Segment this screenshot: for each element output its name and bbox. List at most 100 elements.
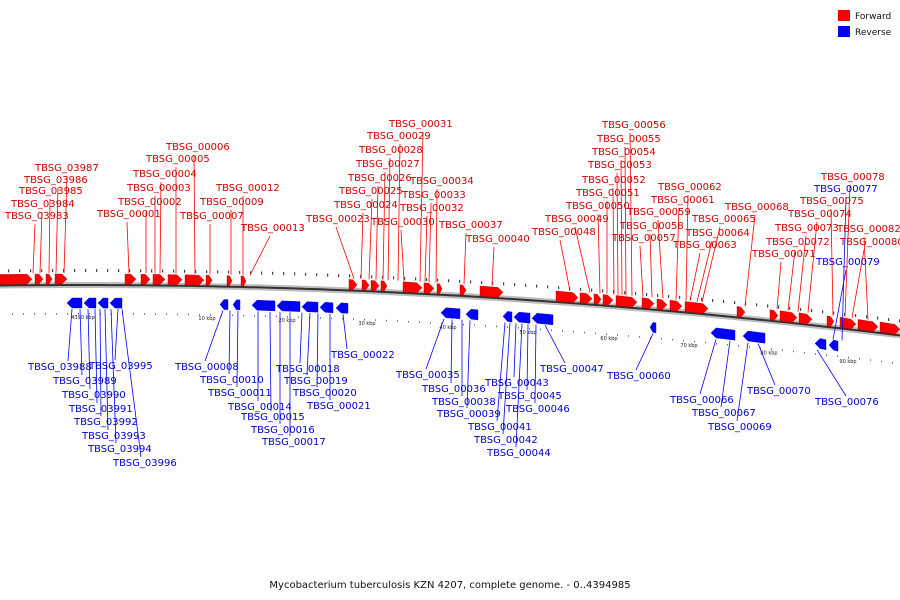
forward-gene-block[interactable] [380, 280, 388, 292]
forward-gene-block[interactable] [205, 274, 213, 286]
gene-label[interactable]: TBSG_00043 [484, 378, 549, 389]
reverse-gene-block[interactable] [97, 297, 109, 309]
gene-label[interactable]: TBSG_00079 [815, 257, 880, 268]
forward-gene-block[interactable] [479, 285, 504, 298]
gene-label[interactable]: TBSG_00070 [746, 386, 811, 397]
forward-gene-block[interactable] [879, 321, 900, 335]
gene-label[interactable]: TBSG_00050 [565, 201, 630, 212]
gene-label[interactable]: TBSG_00031 [388, 119, 453, 130]
reverse-gene-block[interactable] [513, 311, 531, 324]
gene-label[interactable]: TBSG_00047 [539, 364, 604, 375]
reverse-gene-block[interactable] [232, 299, 241, 311]
forward-gene-block[interactable] [656, 298, 668, 311]
gene-label[interactable]: TBSG_03983 [4, 211, 69, 222]
forward-gene-block[interactable] [167, 274, 183, 286]
forward-gene-block[interactable] [736, 306, 746, 318]
gene-label[interactable]: TBSG_00030 [370, 217, 435, 228]
gene-label[interactable]: TBSG_00021 [306, 401, 371, 412]
gene-label[interactable]: TBSG_00048 [531, 227, 596, 238]
gene-label[interactable]: TBSG_00018 [275, 364, 340, 375]
gene-label[interactable]: TBSG_00042 [473, 435, 538, 446]
gene-label[interactable]: TBSG_03990 [61, 390, 126, 401]
gene-label[interactable]: TBSG_00022 [330, 350, 395, 361]
gene-label[interactable]: TBSG_00016 [250, 425, 315, 436]
forward-gene-block[interactable] [402, 281, 423, 294]
gene-label[interactable]: TBSG_00071 [751, 249, 816, 260]
gene-label[interactable]: TBSG_00041 [467, 422, 532, 433]
gene-label[interactable]: TBSG_00014 [227, 402, 292, 413]
gene-label[interactable]: TBSG_00010 [199, 375, 264, 386]
gene-label[interactable]: TBSG_00045 [497, 391, 562, 402]
forward-gene-block[interactable] [684, 301, 709, 314]
reverse-gene-block[interactable] [276, 300, 301, 312]
gene-label[interactable]: TBSG_00077 [813, 184, 878, 195]
reverse-gene-block[interactable] [649, 322, 657, 334]
forward-gene-block[interactable] [459, 284, 467, 296]
gene-label[interactable]: TBSG_00066 [669, 395, 734, 406]
forward-gene-block[interactable] [826, 315, 835, 327]
gene-label[interactable]: TBSG_00067 [691, 408, 756, 419]
gene-label[interactable]: TBSG_00073 [774, 223, 839, 234]
gene-label[interactable]: TBSG_00065 [691, 214, 756, 225]
gene-label[interactable]: TBSG_00054 [591, 147, 656, 158]
forward-gene-block[interactable] [423, 282, 435, 294]
forward-gene-block[interactable] [436, 283, 443, 295]
forward-gene-block[interactable] [240, 275, 247, 287]
forward-gene-block[interactable] [602, 294, 614, 306]
gene-label[interactable]: TBSG_00060 [606, 371, 671, 382]
gene-label[interactable]: TBSG_03985 [18, 186, 83, 197]
reverse-gene-block[interactable] [109, 297, 123, 309]
forward-gene-block[interactable] [798, 312, 813, 325]
gene-label[interactable]: TBSG_00012 [215, 183, 280, 194]
reverse-gene-block[interactable] [219, 299, 229, 310]
gene-label[interactable]: TBSG_00028 [358, 145, 423, 156]
gene-label[interactable]: TBSG_00006 [165, 142, 230, 153]
gene-label[interactable]: TBSG_03994 [87, 444, 152, 455]
forward-gene-block[interactable] [593, 293, 602, 305]
gene-label[interactable]: TBSG_03988 [27, 362, 92, 373]
gene-label[interactable]: TBSG_00061 [650, 195, 715, 206]
reverse-gene-block[interactable] [502, 311, 513, 323]
gene-label[interactable]: TBSG_00049 [544, 214, 609, 225]
reverse-gene-block[interactable] [66, 297, 83, 309]
gene-label[interactable]: TBSG_00037 [438, 220, 503, 231]
gene-label[interactable]: TBSG_00044 [486, 448, 551, 459]
gene-label[interactable]: TBSG_00057 [611, 233, 676, 244]
forward-gene-block[interactable] [769, 309, 779, 321]
gene-label[interactable]: TBSG_00023 [305, 214, 370, 225]
forward-gene-block[interactable] [857, 319, 879, 333]
gene-label[interactable]: TBSG_00015 [240, 412, 305, 423]
gene-label[interactable]: TBSG_03995 [88, 361, 153, 372]
forward-gene-block[interactable] [669, 299, 683, 312]
gene-label[interactable]: TBSG_00017 [261, 437, 326, 448]
reverse-gene-block[interactable] [335, 302, 349, 314]
gene-label[interactable]: TBSG_00072 [765, 237, 830, 248]
gene-label[interactable]: TBSG_00039 [436, 409, 501, 420]
gene-label[interactable]: TBSG_03986 [23, 175, 88, 186]
gene-label[interactable]: TBSG_00027 [355, 159, 420, 170]
gene-label[interactable]: TBSG_00058 [619, 221, 684, 232]
forward-gene-block[interactable] [615, 295, 638, 308]
gene-label[interactable]: TBSG_00035 [395, 370, 460, 381]
forward-gene-block[interactable] [839, 317, 857, 330]
reverse-gene-block[interactable] [440, 307, 461, 320]
gene-label[interactable]: TBSG_00076 [814, 397, 879, 408]
forward-gene-block[interactable] [0, 273, 33, 285]
reverse-gene-block[interactable] [531, 313, 554, 326]
gene-label[interactable]: TBSG_00003 [126, 183, 191, 194]
gene-label[interactable]: TBSG_00051 [575, 188, 640, 199]
gene-label[interactable]: TBSG_00001 [96, 209, 161, 220]
forward-gene-block[interactable] [152, 274, 166, 285]
gene-label[interactable]: TBSG_00036 [421, 384, 486, 395]
forward-gene-block[interactable] [579, 292, 593, 304]
reverse-gene-block[interactable] [828, 339, 839, 352]
forward-gene-block[interactable] [361, 279, 370, 291]
gene-label[interactable]: TBSG_00007 [179, 211, 244, 222]
gene-label[interactable]: TBSG_00034 [409, 176, 474, 187]
gene-label[interactable]: TBSG_00053 [587, 160, 652, 171]
gene-label[interactable]: TBSG_00013 [240, 223, 305, 234]
gene-label[interactable]: TBSG_00040 [465, 234, 530, 245]
gene-label[interactable]: TBSG_00062 [657, 182, 722, 193]
forward-gene-block[interactable] [555, 290, 579, 303]
reverse-gene-block[interactable] [465, 308, 479, 321]
